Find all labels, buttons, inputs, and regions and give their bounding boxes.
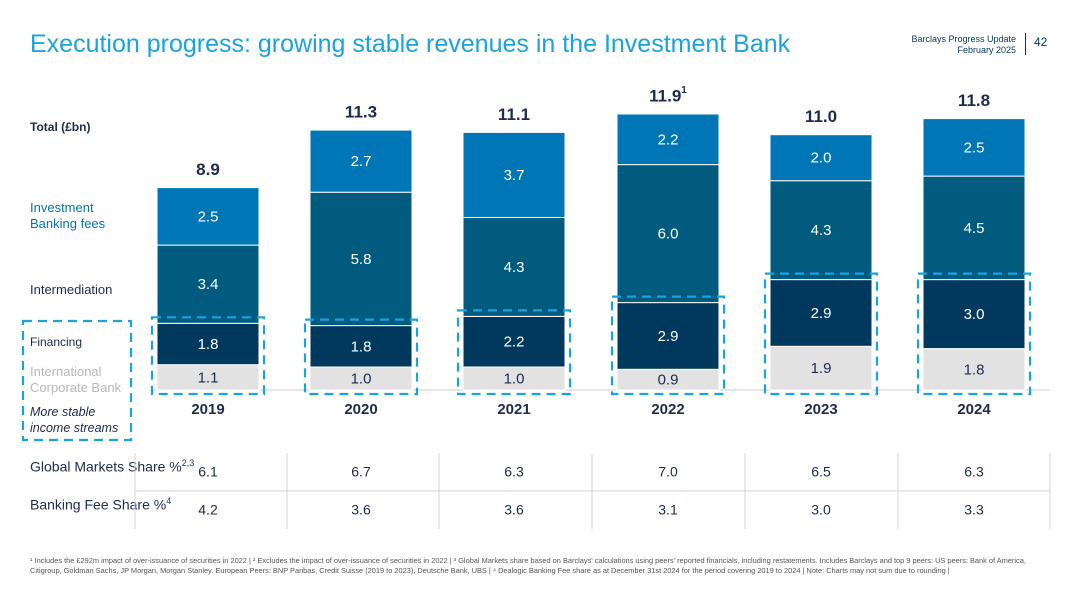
table-label-bf-text: Banking Fee Share % (30, 496, 167, 513)
data-label-intermediation-2019: 3.4 (198, 276, 219, 293)
table-cell-r1-2023: 3.0 (811, 502, 831, 518)
header-meta: Barclays Progress Update February 2025 (911, 34, 1016, 56)
table-cell-r0-2020: 6.7 (351, 464, 371, 480)
data-label-intermediation-2023: 4.3 (811, 222, 832, 239)
bar-ib_fees-2020 (309, 129, 413, 193)
data-label-ib_fees-2024: 2.5 (964, 139, 985, 156)
total-label-2019: 8.9 (196, 160, 220, 179)
bar-intermediation-2022 (616, 164, 720, 304)
bar-ib_fees-2024 (922, 118, 1026, 177)
table-label-gm-sup: 2,3 (181, 458, 195, 468)
table-cell-r1-2020: 3.6 (351, 502, 371, 518)
total-label-2021: 11.1 (498, 105, 530, 124)
stable-highlight-2021 (456, 309, 572, 396)
x-tick-label-2020: 2020 (344, 401, 377, 418)
data-label-icb-2019: 1.1 (198, 369, 219, 386)
table-cell-r1-2024: 3.3 (964, 502, 984, 518)
bar-intermediation-2019 (156, 244, 260, 324)
data-label-ib_fees-2020: 2.7 (351, 153, 372, 170)
bar-icb-2023 (769, 345, 873, 391)
bar-ib_fees-2019 (156, 187, 260, 246)
stacked-bar-chart: 1.1 1.8 3.4 2.5 8.9 2019 1.0 1.8 5.8 2.7 11.3 2020 1… (21, 85, 1051, 529)
data-label-ib_fees-2022: 2.2 (658, 131, 679, 148)
table-cell-r0-2024: 6.3 (964, 464, 984, 480)
stable-highlight-2024 (916, 272, 1032, 396)
table-cell-r0-2019: 6.1 (198, 464, 218, 480)
deck-date: February 2025 (957, 45, 1016, 55)
bar-financing-2022 (616, 302, 720, 370)
label-stable-streams: More stable income streams (30, 405, 119, 435)
bar-icb-2024 (922, 348, 1026, 391)
header-divider (1025, 33, 1026, 55)
data-label-icb-2022: 0.9 (658, 372, 679, 389)
data-label-intermediation-2024: 4.5 (964, 220, 985, 237)
table-cell-r0-2022: 7.0 (658, 464, 678, 480)
data-label-financing-2020: 1.8 (351, 338, 372, 355)
x-tick-label-2022: 2022 (651, 401, 684, 418)
bar-financing-2023 (769, 279, 873, 347)
data-label-financing-2024: 3.0 (964, 306, 985, 323)
bar-intermediation-2023 (769, 180, 873, 281)
bar-intermediation-2020 (309, 191, 413, 327)
data-label-icb-2020: 1.0 (351, 370, 372, 387)
deck-name: Barclays Progress Update (911, 34, 1016, 44)
table-cell-r0-2021: 6.3 (504, 464, 524, 480)
data-label-icb-2023: 1.9 (811, 360, 832, 377)
total-label-2023: 11.0 (805, 107, 837, 126)
page-number: 42 (1034, 35, 1048, 49)
table-label-global-markets: Global Markets Share %2,3 (30, 455, 194, 476)
footnote: ¹ Includes the £292m impact of over-issu… (30, 556, 1026, 575)
x-tick-label-2023: 2023 (804, 401, 837, 418)
table-cell-r1-2019: 4.2 (198, 502, 218, 518)
data-label-intermediation-2022: 6.0 (658, 226, 679, 243)
bar-intermediation-2021 (462, 217, 566, 317)
total-label-2022: 11.91 (649, 85, 687, 106)
data-label-financing-2021: 2.2 (504, 334, 525, 351)
stable-highlight-2023 (763, 272, 879, 396)
table-cell-r0-2023: 6.5 (811, 464, 831, 480)
data-label-financing-2022: 2.9 (658, 328, 679, 345)
table-label-banking-fee: Banking Fee Share %4 (30, 493, 171, 514)
data-label-intermediation-2020: 5.8 (351, 251, 372, 268)
bar-ib_fees-2022 (616, 113, 720, 166)
data-label-ib_fees-2021: 3.7 (504, 167, 525, 184)
total-superscript-2022: 1 (681, 85, 687, 96)
label-ib-fees: Investment Banking fees (30, 200, 106, 231)
data-label-financing-2023: 2.9 (811, 305, 832, 322)
table-cell-r1-2021: 3.6 (504, 502, 524, 518)
label-intermediation: Intermediation (30, 282, 113, 297)
x-tick-label-2021: 2021 (497, 401, 530, 418)
bar-financing-2019 (156, 322, 260, 366)
data-label-ib_fees-2023: 2.0 (811, 150, 832, 167)
data-label-icb-2024: 1.8 (964, 361, 985, 378)
data-label-icb-2021: 1.0 (504, 370, 525, 387)
total-label-2020: 11.3 (345, 103, 377, 122)
x-tick-label-2019: 2019 (191, 401, 224, 418)
bar-ib_fees-2023 (769, 134, 873, 182)
data-label-ib_fees-2019: 2.5 (198, 208, 219, 225)
label-financing: Financing (30, 335, 83, 349)
stable-highlight-2020 (303, 318, 419, 396)
table-cell-r1-2022: 3.1 (658, 502, 678, 518)
label-icb: International Corporate Bank (30, 364, 122, 395)
stable-legend-highlight (21, 319, 133, 442)
x-tick-label-2024: 2024 (957, 401, 991, 418)
stable-highlight-2019 (150, 316, 266, 396)
page-title: Execution progress: growing stable reven… (30, 30, 791, 58)
table-label-gm-text: Global Markets Share % (30, 458, 182, 475)
data-label-intermediation-2021: 4.3 (504, 259, 525, 276)
table-label-bf-sup: 4 (166, 496, 172, 506)
bar-financing-2021 (462, 315, 566, 368)
data-label-financing-2019: 1.8 (198, 336, 219, 353)
total-label-2024: 11.8 (958, 91, 990, 110)
bar-ib_fees-2021 (462, 131, 566, 218)
bar-icb-2019 (156, 364, 260, 391)
label-total: Total (£bn) (30, 120, 91, 134)
